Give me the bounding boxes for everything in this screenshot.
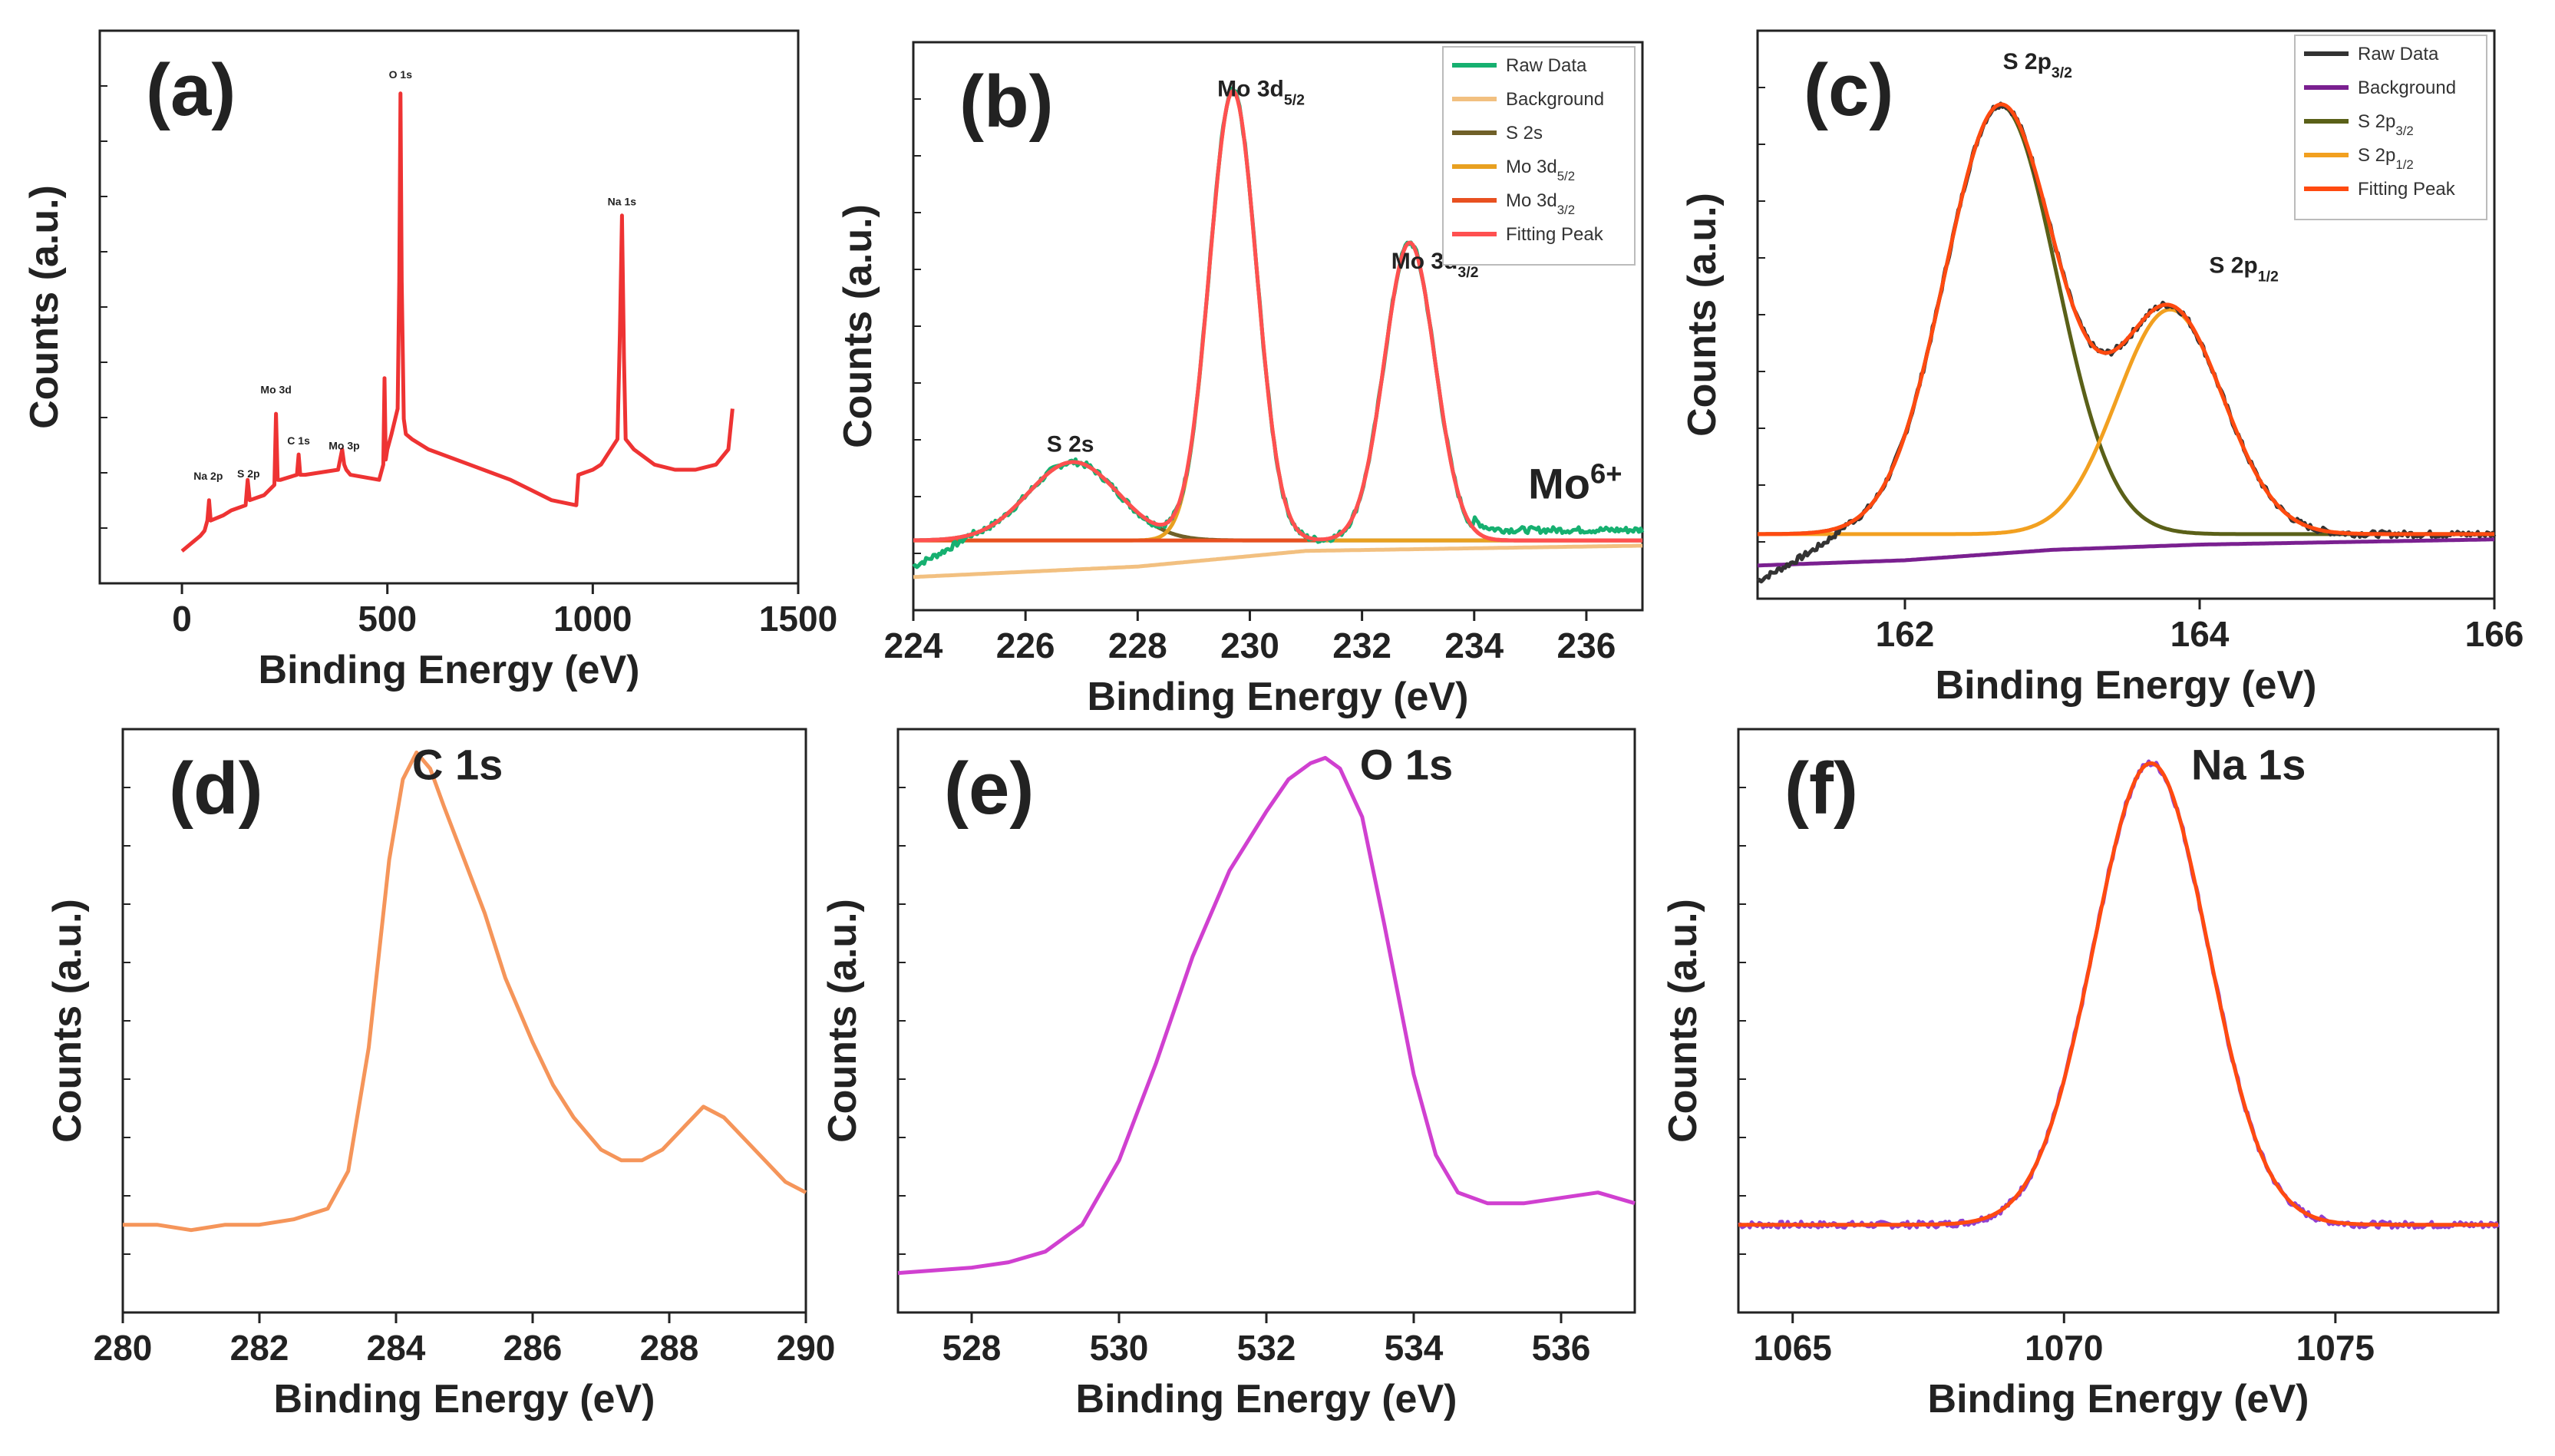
legend-entry: Background [2358, 78, 2456, 98]
legend-entry: Background [1506, 89, 1604, 110]
y-axis-label: Counts (a.u.) [820, 899, 865, 1143]
x-tick-label: 534 [1385, 1328, 1444, 1368]
y-axis-label: Counts (a.u.) [22, 185, 67, 429]
x-tick-label: 284 [367, 1328, 426, 1368]
peak-annotation: O 1s [1360, 740, 1453, 788]
peak-annotation: Mo 3d [260, 384, 291, 396]
x-tick-label: 1065 [1754, 1328, 1832, 1368]
legend-entry: Fitting Peak [2358, 179, 2456, 200]
x-tick-label: 230 [1220, 626, 1279, 665]
x-tick-label: 290 [777, 1328, 836, 1368]
series-fitting-peak [1738, 761, 2498, 1227]
legend-entry: S 2p1/2 [2358, 145, 2414, 172]
y-axis-label: Counts (a.u.) [1680, 193, 1725, 437]
x-tick-label: 286 [503, 1328, 563, 1368]
peak-annotation: Mo 3p [328, 439, 359, 451]
series-survey [180, 91, 734, 553]
x-tick-label: 164 [2170, 614, 2230, 654]
panel-b: 224 226 228 230 232 234 236 Binding Energy (eV)… [836, 41, 1645, 719]
legend-entry: Mo 3d3/2 [1506, 190, 1575, 217]
x-tick-label: 234 [1444, 626, 1504, 665]
legend-entry: Raw Data [1506, 55, 1587, 76]
y-axis-label: Counts (a.u.) [1661, 899, 1705, 1143]
series-fitting-peak [1757, 102, 2495, 537]
panel-letter: (e) [944, 748, 1034, 830]
peak-annotation: C 1s [287, 434, 310, 447]
peak-annotation: O 1s [389, 68, 413, 81]
peak-annotation: S 2p1/2 [2209, 253, 2279, 286]
y-axis-label: Counts (a.u.) [836, 204, 880, 448]
x-tick-label: 224 [884, 626, 943, 665]
panel-letter: (c) [1804, 49, 1893, 131]
x-tick-label: 530 [1090, 1328, 1149, 1368]
x-axis-label: Binding Energy (eV) [259, 648, 640, 692]
x-tick-label: 166 [2465, 614, 2524, 654]
x-tick-label: 288 [640, 1328, 699, 1368]
legend-box [1442, 46, 1636, 266]
x-tick-label: 500 [358, 599, 417, 639]
x-axis-label: Binding Energy (eV) [1076, 1377, 1457, 1421]
peak-annotation: C 1s [412, 740, 503, 788]
peak-annotation: Na 1s [608, 196, 637, 208]
peak-annotation: S 2s [1047, 431, 1094, 457]
panel-d: 280 282 284 286 288 290 Binding Energy (eV) Cou… [45, 728, 836, 1421]
x-tick-label: 0 [172, 599, 192, 639]
panel-letter: (d) [169, 748, 263, 830]
peak-annotation: Mo 3d5/2 [1217, 76, 1305, 108]
legend-entry: Mo 3d5/2 [1506, 157, 1575, 183]
panel-e: 528 530 532 534 536 Binding Energy (eV) Counts… [820, 728, 1636, 1421]
x-tick-label: 162 [1876, 614, 1935, 654]
x-tick-label: 282 [230, 1328, 289, 1368]
series-background [913, 543, 1643, 579]
peak-annotation: Na 1s [2191, 740, 2306, 788]
panel-f: 1065 1070 1075 Binding Energy (eV) Counts (a… [1661, 728, 2501, 1421]
x-tick-label: 1075 [2296, 1328, 2375, 1368]
x-tick-label: 228 [1108, 626, 1167, 665]
peak-annotation: S 2p3/2 [2003, 49, 2073, 81]
y-axis-label: Counts (a.u.) [45, 899, 90, 1143]
legend: Raw Data Background S 2p3/2 S 2p1/2 Fitting … [2294, 35, 2487, 220]
legend-entry: S 2p3/2 [2358, 111, 2414, 138]
x-tick-label: 226 [996, 626, 1055, 665]
x-tick-label: 232 [1332, 626, 1391, 665]
x-tick-label: 236 [1557, 626, 1616, 665]
x-tick-label: 528 [942, 1328, 1002, 1368]
x-tick-label: 1500 [759, 599, 837, 639]
peak-annotation: Mo6+ [1528, 457, 1622, 508]
panel-letter: (b) [959, 61, 1054, 143]
panel-letter: (f) [1784, 748, 1858, 830]
x-axis-label: Binding Energy (eV) [274, 1377, 655, 1421]
series-c-1s [123, 750, 807, 1233]
legend-entry: Fitting Peak [1506, 224, 1604, 245]
x-axis-label: Binding Energy (eV) [1088, 675, 1469, 719]
x-tick-label: 536 [1532, 1328, 1591, 1368]
peak-annotation: S 2p [237, 467, 260, 480]
x-tick-label: 280 [94, 1328, 153, 1368]
x-tick-label: 532 [1237, 1328, 1296, 1368]
legend-entry: Raw Data [2358, 44, 2439, 64]
peak-annotation: Na 2p [193, 470, 223, 482]
series-o-1s [897, 755, 1636, 1276]
x-axis-label: Binding Energy (eV) [1928, 1377, 2309, 1421]
legend: Raw Data Background S 2s Mo 3d5/2 Mo 3d3/2 Fi… [1442, 46, 1636, 266]
series-fitting-peak [913, 89, 1643, 543]
panel-a: 0 500 1000 1500 Binding Energy (eV) Counts (a… [22, 29, 837, 692]
panel-c: 162 164 166 Binding Energy (eV) Counts (a.u.… [1680, 29, 2524, 708]
series-background [1757, 537, 2495, 568]
legend-entry: S 2s [1506, 123, 1543, 144]
x-tick-label: 1070 [2025, 1328, 2103, 1368]
x-tick-label: 1000 [553, 599, 632, 639]
panel-letter: (a) [146, 49, 236, 131]
x-axis-label: Binding Energy (eV) [1936, 663, 2317, 708]
